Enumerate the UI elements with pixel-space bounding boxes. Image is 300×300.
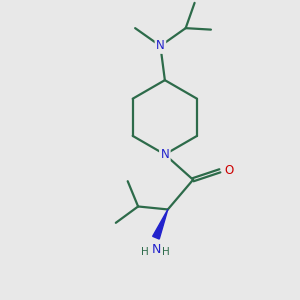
Text: N: N bbox=[151, 243, 160, 256]
Text: H: H bbox=[141, 247, 148, 257]
Text: H: H bbox=[162, 247, 169, 257]
Polygon shape bbox=[153, 209, 168, 239]
Text: N: N bbox=[156, 40, 165, 52]
Text: N: N bbox=[160, 148, 169, 161]
Text: O: O bbox=[225, 164, 234, 177]
